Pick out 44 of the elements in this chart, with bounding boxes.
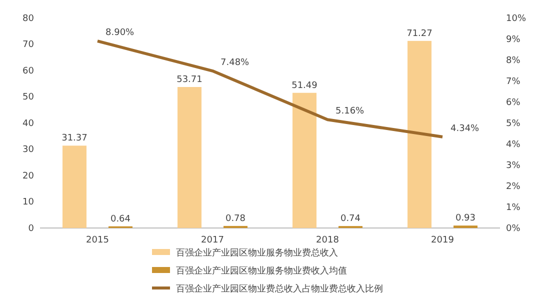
data-label: 0.64 xyxy=(110,214,131,224)
y-tick-label: 80 xyxy=(22,14,34,24)
y2-tick-label: 0% xyxy=(506,224,521,234)
bar xyxy=(408,40,432,228)
y2-tick-label: 9% xyxy=(506,34,521,45)
y-tick-label: 60 xyxy=(22,66,34,76)
bar xyxy=(292,92,316,228)
data-label: 8.90% xyxy=(106,28,135,38)
x-tick-label: 2018 xyxy=(316,235,340,246)
y2-tick-label: 6% xyxy=(506,98,521,108)
data-label: 5.16% xyxy=(336,106,365,117)
data-label: 51.49 xyxy=(292,80,318,91)
bar xyxy=(178,87,202,228)
y2-tick-label: 10% xyxy=(506,14,526,24)
data-label: 0.78 xyxy=(225,214,246,224)
y-tick-label: 30 xyxy=(22,145,34,156)
legend-label: 百强企业产业园区物业服务物业费收入均值 xyxy=(176,266,347,276)
data-label: 4.34% xyxy=(450,124,480,134)
data-label: 7.48% xyxy=(220,58,250,68)
legend-label: 百强企业产业园区物业费总收入占物业费总收入比例 xyxy=(176,284,383,294)
y-tick-label: 10 xyxy=(22,198,34,208)
data-label: 0.93 xyxy=(455,214,476,224)
x-tick-label: 2017 xyxy=(201,235,224,246)
data-label: 0.74 xyxy=(340,214,361,224)
y2-tick-label: 4% xyxy=(506,140,521,150)
y2-tick-label: 7% xyxy=(506,76,521,87)
data-label: 31.37 xyxy=(62,134,88,144)
y-tick-label: 40 xyxy=(22,118,34,129)
line-series xyxy=(96,40,444,138)
data-label: 71.27 xyxy=(406,28,432,39)
y2-tick-label: 5% xyxy=(506,118,521,129)
y2-tick-label: 1% xyxy=(506,202,521,213)
y-tick-label: 20 xyxy=(22,171,34,182)
x-tick-label: 2015 xyxy=(86,235,109,246)
y2-tick-label: 3% xyxy=(506,160,521,171)
y-tick-label: 50 xyxy=(22,92,34,103)
y-tick-label: 0 xyxy=(28,224,34,234)
y2-tick-label: 8% xyxy=(506,56,521,66)
legend-label: 百强企业产业园区物业服务物业费总收入 xyxy=(176,248,338,258)
y-tick-label: 70 xyxy=(22,40,34,50)
data-label: 53.71 xyxy=(176,75,202,86)
x-tick-label: 2019 xyxy=(431,235,454,246)
y2-tick-label: 2% xyxy=(506,182,521,192)
bar xyxy=(62,146,86,228)
